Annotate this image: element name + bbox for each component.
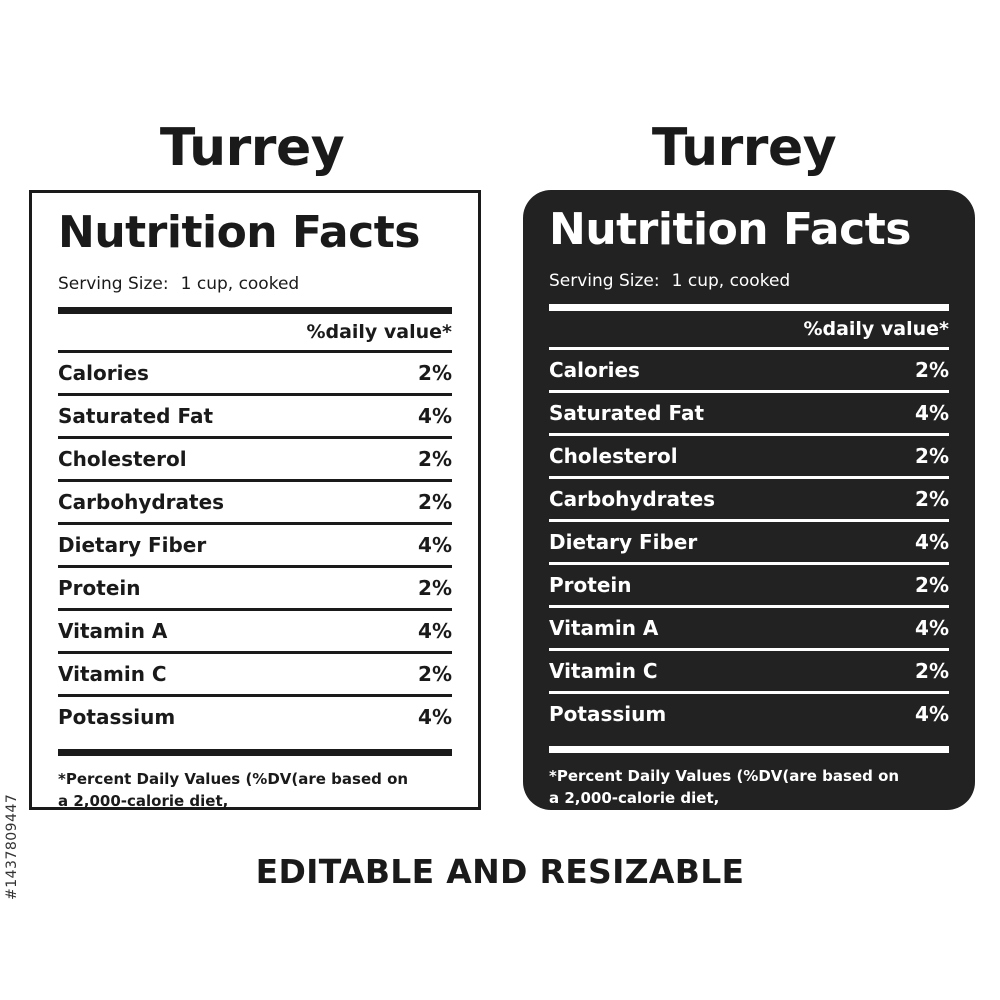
nutrient-name: Vitamin C (549, 659, 658, 683)
nutrient-row: Saturated Fat 4% (58, 396, 452, 436)
nutrient-value: 2% (915, 659, 949, 683)
nutrient-row: Carbohydrates 2% (549, 479, 949, 519)
nutrient-name: Potassium (58, 705, 176, 729)
nutrient-name: Carbohydrates (549, 487, 716, 511)
nutrient-value: 2% (418, 490, 452, 514)
serving-size: Serving Size: 1 cup, cooked (58, 273, 452, 295)
nutrient-value: 4% (915, 616, 949, 640)
nutrient-row: Calories 2% (58, 353, 452, 393)
divider (549, 347, 949, 350)
divider (58, 522, 452, 525)
nutrition-facts-heading: Nutrition Facts (549, 204, 911, 255)
nutrient-value: 4% (915, 702, 949, 726)
nutrient-row: Carbohydrates 2% (58, 482, 452, 522)
nutrient-value: 2% (418, 447, 452, 471)
nutrition-label-light: Nutrition Facts Serving Size: 1 cup, cook… (29, 190, 481, 810)
editable-caption: EDITABLE AND RESIZABLE (255, 852, 745, 891)
nutrient-value: 4% (915, 530, 949, 554)
nutrient-row: Protein 2% (549, 565, 949, 605)
nutrient-value: 2% (418, 576, 452, 600)
nutrient-row: Vitamin C 2% (58, 654, 452, 694)
nutrient-name: Calories (58, 361, 149, 385)
nutrient-row: Vitamin C 2% (549, 651, 949, 691)
serving-size-label: Serving Size: (58, 274, 169, 294)
nutrient-name: Saturated Fat (549, 401, 705, 425)
nutrient-value: 2% (418, 361, 452, 385)
nutrient-name: Protein (549, 573, 632, 597)
nutrient-name: Potassium (549, 702, 667, 726)
nutrient-value: 4% (418, 533, 452, 557)
divider (549, 605, 949, 608)
nutrient-name: Saturated Fat (58, 404, 214, 428)
thick-divider (58, 749, 452, 756)
nutrient-value: 2% (915, 358, 949, 382)
nutrient-name: Calories (549, 358, 640, 382)
serving-size-label: Serving Size: (549, 271, 660, 291)
divider (549, 476, 949, 479)
nutrient-name: Vitamin C (58, 662, 167, 686)
divider (58, 350, 452, 353)
nutrient-value: 4% (418, 705, 452, 729)
stock-id-label: #1437809447 (4, 793, 20, 900)
nutrient-row: Vitamin A 4% (58, 611, 452, 651)
divider (549, 519, 949, 522)
nutrient-row: Cholesterol 2% (549, 436, 949, 476)
nutrient-row: Dietary Fiber 4% (549, 522, 949, 562)
nutrient-row: Potassium 4% (549, 694, 949, 734)
footnote: *Percent Daily Values (%DV(are based on … (58, 770, 409, 810)
nutrient-name: Cholesterol (549, 444, 678, 468)
serving-size: Serving Size: 1 cup, cooked (549, 270, 949, 292)
nutrient-row: Dietary Fiber 4% (58, 525, 452, 565)
nutrient-row: Protein 2% (58, 568, 452, 608)
footnote: *Percent Daily Values (%DV(are based on … (549, 767, 900, 807)
divider (58, 694, 452, 697)
nutrient-name: Vitamin A (549, 616, 659, 640)
divider (58, 479, 452, 482)
divider (549, 390, 949, 393)
nutrition-label-dark: Nutrition Facts Serving Size: 1 cup, cook… (523, 190, 975, 810)
serving-size-value: 1 cup, cooked (671, 271, 791, 291)
product-title-right: Turrey (651, 118, 837, 178)
divider (549, 433, 949, 436)
nutrient-name: Carbohydrates (58, 490, 225, 514)
nutrient-name: Protein (58, 576, 141, 600)
product-title-left: Turrey (159, 118, 345, 178)
nutrient-value: 2% (418, 662, 452, 686)
nutrient-name: Cholesterol (58, 447, 187, 471)
divider (58, 436, 452, 439)
divider (549, 648, 949, 651)
nutrient-value: 4% (915, 401, 949, 425)
daily-value-header: %daily value* (306, 321, 452, 343)
nutrient-name: Dietary Fiber (549, 530, 698, 554)
nutrient-value: 4% (418, 404, 452, 428)
nutrient-name: Dietary Fiber (58, 533, 207, 557)
nutrient-row: Vitamin A 4% (549, 608, 949, 648)
nutrient-name: Vitamin A (58, 619, 168, 643)
nutrient-value: 2% (915, 573, 949, 597)
divider (58, 393, 452, 396)
divider (58, 651, 452, 654)
divider (58, 608, 452, 611)
nutrient-value: 2% (915, 444, 949, 468)
serving-size-value: 1 cup, cooked (180, 274, 300, 294)
daily-value-header: %daily value* (803, 318, 949, 340)
nutrient-list: Calories 2% Saturated Fat 4% Cholesterol 2%… (58, 353, 452, 737)
divider (549, 691, 949, 694)
nutrient-value: 2% (915, 487, 949, 511)
nutrient-value: 4% (418, 619, 452, 643)
thick-divider (58, 307, 452, 314)
nutrient-row: Potassium 4% (58, 697, 452, 737)
nutrient-list: Calories 2% Saturated Fat 4% Cholesterol 2%… (549, 350, 949, 734)
nutrient-row: Cholesterol 2% (58, 439, 452, 479)
thick-divider (549, 304, 949, 311)
divider (549, 562, 949, 565)
nutrient-row: Saturated Fat 4% (549, 393, 949, 433)
divider (58, 565, 452, 568)
nutrition-facts-heading: Nutrition Facts (58, 207, 420, 258)
thick-divider (549, 746, 949, 753)
nutrient-row: Calories 2% (549, 350, 949, 390)
